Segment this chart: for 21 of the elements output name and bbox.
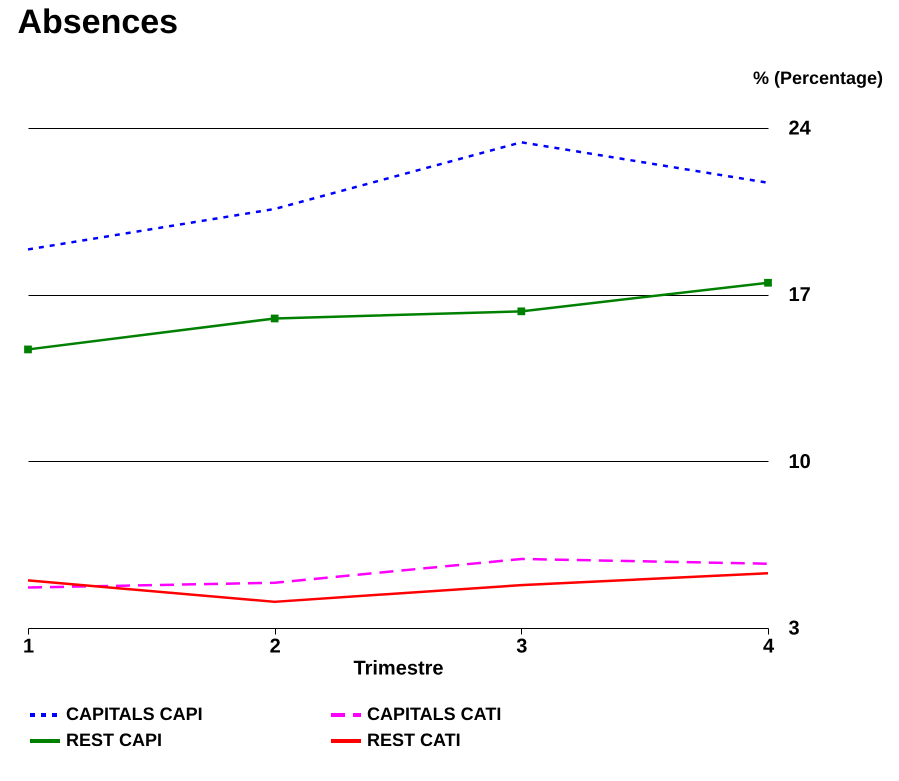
legend-label: CAPITALS CAPI [66,704,203,724]
x-tick-label: 1 [22,636,34,658]
y-tick-label: 24 [788,118,812,140]
legend-label: REST CATI [367,730,461,750]
legend-label: CAPITALS CATI [367,704,502,724]
point [24,346,32,354]
point [270,314,279,322]
line-series [26,558,770,589]
line-series [26,572,770,604]
x-axis-title: Trimestre [353,658,444,680]
point [764,278,772,287]
x-tick-label: 3 [516,636,528,658]
y-tick-label: 10 [788,450,811,473]
x-tick-label: 4 [762,636,775,658]
point [517,307,526,316]
y-tick-label: 3 [788,618,800,640]
x-tick-label: 2 [270,636,281,658]
y-tick-label: 17 [788,284,811,306]
chart-title: Absences [17,3,178,41]
legend-label: REST CAPI [66,730,162,750]
y-axis-title: % (Percentage) [752,68,883,88]
